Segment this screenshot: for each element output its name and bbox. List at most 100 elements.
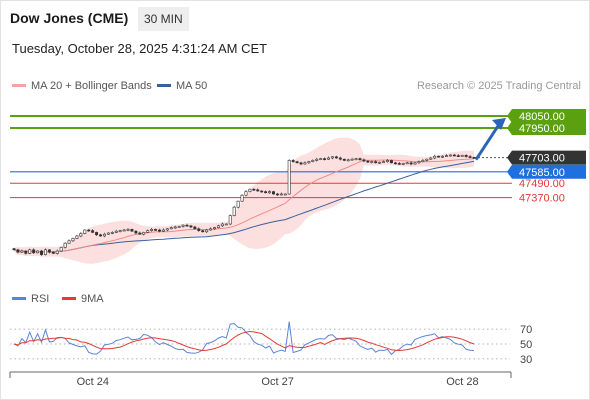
x-axis-label-oct28: Oct 28: [446, 376, 479, 388]
price-label-47490.00: 47490.00: [519, 178, 565, 190]
candle-body: [154, 229, 158, 231]
price-label-47585.00: 47585.00: [519, 167, 565, 179]
candle-body: [260, 190, 264, 193]
candle-body: [386, 160, 389, 162]
candle-body: [272, 191, 275, 195]
price-label-47370.00: 47370.00: [519, 193, 565, 205]
candle-body: [87, 229, 91, 232]
candle-body: [275, 193, 279, 196]
candle-body: [366, 160, 370, 163]
candle-body: [224, 223, 228, 226]
legend-ma20: MA 20 + Bollinger Bands: [12, 80, 152, 92]
candle-body: [283, 193, 287, 196]
forecast-arrow: [474, 122, 502, 161]
legend-rsi: RSI: [12, 293, 49, 305]
candle-body: [244, 191, 248, 196]
candle-body: [99, 234, 102, 237]
candle-body: [425, 158, 429, 161]
ma20-line: [13, 158, 475, 253]
candle-body: [213, 227, 216, 230]
candle-body: [173, 226, 177, 229]
candle-body: [142, 232, 146, 235]
bollinger-band: [14, 137, 474, 264]
candle-body: [216, 225, 220, 228]
candle-body: [327, 157, 331, 160]
candle-body: [441, 155, 445, 158]
candle-body: [47, 249, 51, 253]
candle-body: [209, 228, 213, 231]
candle-body: [75, 235, 79, 239]
candle-body: [157, 229, 161, 232]
candle-body: [358, 158, 362, 161]
legend-rsi-ma-label: 9MA: [81, 293, 104, 305]
candle-body: [40, 250, 44, 255]
candle-body: [311, 160, 315, 162]
candle-body: [370, 161, 374, 163]
candle-body: [236, 200, 240, 208]
candle-body: [185, 224, 189, 227]
candle-body: [114, 230, 118, 233]
candle-body: [378, 161, 382, 164]
rsi-level-label-70: 70: [520, 324, 532, 336]
candle-body: [36, 250, 40, 254]
candle-body: [197, 228, 201, 231]
candle-body: [256, 189, 260, 192]
candle-body: [433, 155, 437, 159]
candle-body: [417, 161, 421, 164]
price-label-47703.00: 47703.00: [519, 153, 565, 165]
candle-body: [146, 230, 150, 233]
candle-body: [106, 232, 110, 235]
timestamp: Tuesday, October 28, 2025 4:31:24 AM CET: [12, 41, 268, 56]
rsi-ma-swatch: [62, 296, 76, 300]
candle-body: [397, 163, 401, 165]
candle-body: [252, 188, 256, 191]
candle-body: [43, 249, 47, 255]
legend-ma50-label: MA 50: [176, 80, 208, 92]
credit-text: Research © 2025 Trading Central: [416, 80, 581, 92]
candle-body: [401, 163, 405, 165]
candle-body: [16, 249, 20, 253]
candle-body: [169, 227, 173, 230]
candle-body: [165, 228, 169, 231]
candle-body: [134, 230, 138, 234]
candle-body: [468, 156, 472, 158]
candle-body: [460, 155, 464, 157]
candle-body: [429, 157, 433, 160]
candle-body: [444, 155, 448, 157]
price-label-47950.00: 47950.00: [519, 123, 565, 135]
candle-body: [240, 194, 244, 202]
price-label-box-47950.00: [507, 121, 586, 135]
timeframe-badge[interactable]: 30 MIN: [138, 7, 189, 31]
price-label-box-47585.00: [507, 164, 586, 179]
candle-body: [291, 160, 295, 162]
candle-body: [228, 215, 232, 225]
candle-body: [161, 229, 165, 232]
candle-body: [102, 233, 106, 237]
candle-body: [138, 232, 142, 235]
candle-body: [315, 158, 319, 161]
candle-body: [464, 155, 468, 157]
rsi-swatch: [12, 296, 26, 300]
ma20-swatch: [12, 83, 26, 87]
candle-body: [456, 155, 460, 157]
candle-body: [59, 247, 63, 252]
price-label-box-48050.00: [507, 109, 586, 123]
x-axis-label-oct24: Oct 24: [76, 376, 110, 388]
candle-body: [405, 162, 409, 165]
candle-body: [413, 162, 417, 165]
candle-body: [126, 229, 130, 231]
candle-body: [362, 159, 366, 162]
candle-body: [374, 161, 378, 164]
candle-body: [32, 249, 36, 254]
instrument-title: Dow Jones (CME): [10, 10, 129, 26]
ma50-swatch: [157, 83, 171, 87]
candle-body: [24, 250, 28, 254]
candle-body: [389, 160, 393, 164]
candle-body: [346, 159, 350, 162]
candle-body: [67, 240, 71, 244]
candle-body: [28, 249, 32, 254]
x-axis-label-oct27: Oct 27: [261, 376, 294, 388]
candle-body: [299, 162, 303, 165]
candle-body: [181, 224, 185, 227]
